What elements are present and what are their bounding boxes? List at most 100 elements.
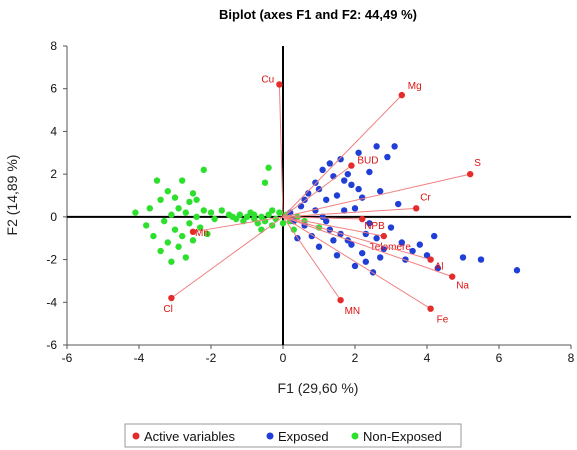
point-non-exposed bbox=[161, 217, 168, 225]
point-exposed bbox=[323, 217, 330, 225]
point-exposed bbox=[308, 232, 315, 240]
legend-marker-active-variables bbox=[132, 432, 140, 440]
point-exposed bbox=[362, 258, 369, 265]
point-non-exposed bbox=[276, 209, 283, 216]
point-exposed bbox=[330, 237, 337, 244]
point-non-exposed bbox=[258, 213, 265, 221]
legend: Active variables Exposed Non-Exposed bbox=[124, 423, 462, 448]
y-tick-label: -2 bbox=[46, 253, 57, 267]
point-exposed bbox=[341, 207, 348, 214]
x-tick-label: -4 bbox=[134, 351, 145, 365]
point-non-exposed bbox=[251, 211, 258, 218]
point-exposed bbox=[359, 249, 366, 257]
vector-cl bbox=[171, 216, 284, 299]
variable-point-fe bbox=[427, 305, 434, 312]
point-exposed bbox=[344, 170, 351, 178]
point-non-exposed bbox=[261, 179, 269, 186]
x-tick-label: 8 bbox=[568, 351, 575, 365]
point-non-exposed bbox=[236, 211, 243, 218]
variable-point-al bbox=[427, 256, 434, 263]
point-non-exposed bbox=[168, 258, 175, 265]
variable-point-bud bbox=[348, 162, 355, 169]
variable-label-cu: Cu bbox=[261, 74, 274, 85]
point-non-exposed bbox=[182, 254, 189, 261]
point-non-exposed bbox=[175, 205, 182, 212]
point-exposed bbox=[312, 179, 319, 186]
point-non-exposed bbox=[189, 190, 197, 197]
x-tick-label: 6 bbox=[496, 351, 503, 365]
x-tick-label: 0 bbox=[280, 351, 287, 365]
point-non-exposed bbox=[218, 207, 225, 214]
plot-area: -6-4-202468-6-4-202468CuMgBUDSCrNPBTelom… bbox=[46, 39, 574, 365]
x-tick-label: -6 bbox=[62, 351, 73, 365]
point-non-exposed bbox=[272, 215, 279, 223]
point-exposed bbox=[348, 181, 355, 189]
variable-label-na: Na bbox=[456, 281, 469, 292]
variable-label-fe: Fe bbox=[437, 315, 449, 326]
point-exposed bbox=[384, 153, 391, 161]
point-non-exposed bbox=[143, 222, 150, 229]
y-axis-title: F2 (14,89 %) bbox=[4, 155, 20, 236]
vector-bud bbox=[282, 165, 352, 218]
point-non-exposed bbox=[261, 217, 269, 225]
point-non-exposed bbox=[193, 196, 200, 203]
point-non-exposed bbox=[186, 220, 193, 227]
point-exposed bbox=[380, 245, 387, 253]
vector-cr bbox=[282, 207, 417, 218]
point-exposed bbox=[416, 241, 423, 248]
variable-point-na bbox=[449, 273, 456, 280]
point-exposed bbox=[366, 168, 373, 176]
legend-box bbox=[124, 423, 462, 448]
point-non-exposed bbox=[290, 226, 297, 233]
variable-label-bud: BUD bbox=[357, 156, 378, 167]
x-tick-label: 2 bbox=[352, 351, 359, 365]
point-non-exposed bbox=[164, 188, 171, 195]
variable-label-npb: NPB bbox=[364, 221, 385, 232]
legend-entry-non-exposed: Non-Exposed bbox=[363, 429, 442, 444]
point-non-exposed bbox=[157, 196, 164, 203]
vector-mn bbox=[282, 216, 342, 301]
point-exposed bbox=[305, 190, 312, 197]
point-exposed bbox=[323, 196, 330, 203]
point-non-exposed bbox=[233, 215, 240, 223]
variable-label-s: S bbox=[474, 158, 481, 169]
point-non-exposed bbox=[171, 226, 179, 233]
variable-point-mg bbox=[398, 91, 405, 99]
variable-point-mn bbox=[337, 296, 344, 304]
point-non-exposed bbox=[168, 211, 175, 218]
x-tick-label: 4 bbox=[424, 351, 431, 365]
point-non-exposed bbox=[182, 209, 189, 216]
point-exposed bbox=[423, 252, 431, 259]
point-non-exposed bbox=[197, 224, 204, 231]
y-tick-label: 4 bbox=[50, 124, 57, 138]
point-exposed bbox=[459, 254, 467, 261]
point-non-exposed bbox=[179, 232, 186, 240]
vector-na bbox=[282, 216, 453, 278]
point-exposed bbox=[326, 160, 333, 167]
variable-label-mn: Mn bbox=[195, 228, 209, 239]
point-exposed bbox=[341, 177, 348, 184]
point-exposed bbox=[351, 205, 359, 212]
variable-point-cu bbox=[276, 81, 283, 88]
chart-title: Biplot (axes F1 and F2: 44,49 %) bbox=[219, 7, 417, 22]
point-exposed bbox=[513, 267, 521, 274]
variable-label-cl: Cl bbox=[163, 304, 172, 315]
y-tick-label: -6 bbox=[46, 338, 57, 352]
point-exposed bbox=[319, 166, 326, 174]
variable-label-cr: Cr bbox=[420, 192, 431, 203]
vector-s bbox=[282, 173, 471, 218]
legend-marker-non-exposed bbox=[351, 432, 359, 440]
point-exposed bbox=[373, 143, 380, 150]
point-non-exposed bbox=[243, 213, 251, 221]
variable-label-mn: MN bbox=[345, 306, 361, 317]
legend-entry-exposed: Exposed bbox=[278, 429, 329, 444]
y-tick-label: 6 bbox=[50, 82, 57, 96]
vector-cu bbox=[278, 84, 284, 217]
point-non-exposed bbox=[179, 177, 186, 184]
variable-point-cl bbox=[168, 294, 175, 302]
variable-point-telomere bbox=[380, 232, 387, 240]
point-non-exposed bbox=[258, 226, 265, 233]
x-tick-label: -2 bbox=[206, 351, 217, 365]
point-non-exposed bbox=[150, 232, 157, 240]
point-non-exposed bbox=[157, 247, 164, 255]
